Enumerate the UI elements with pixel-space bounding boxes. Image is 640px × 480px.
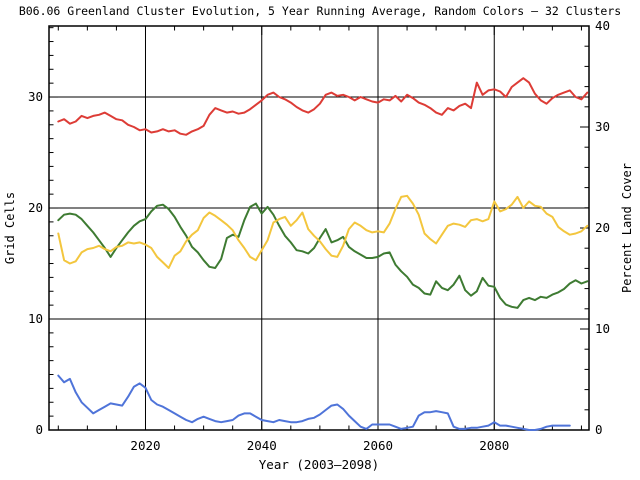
x-tick-label: 2080 <box>479 438 509 453</box>
vertical-gridlines <box>144 26 495 430</box>
chart-title: B06.06 Greenland Cluster Evolution, 5 Ye… <box>18 4 622 18</box>
y-right-tick-label: 40 <box>595 18 610 33</box>
x-tick-label: 2060 <box>363 438 393 453</box>
y-axis-left-ticks <box>49 27 58 431</box>
series-red-cluster-line <box>57 77 589 136</box>
y-left-tick-label: 0 <box>35 422 43 437</box>
y-left-tick-label: 10 <box>28 311 43 326</box>
series-blue-cluster-line <box>57 374 571 431</box>
x-tick-label: 2040 <box>247 438 277 453</box>
series-green-cluster-line <box>57 202 589 309</box>
tick-labels: 2020 2040 2060 2080 0 10 20 30 0 10 20 30 40 <box>28 18 610 453</box>
series-gold-cluster-line <box>57 194 589 269</box>
x-tick-label: 2020 <box>130 438 160 453</box>
y-right-tick-label: 20 <box>595 220 610 235</box>
y-right-tick-label: 30 <box>595 119 610 134</box>
y-right-tick-label: 10 <box>595 321 610 336</box>
y-left-tick-label: 20 <box>28 200 43 215</box>
x-axis-label: Year (2003–2098) <box>258 457 380 472</box>
axis-frame <box>48 25 590 431</box>
x-axis-ticks <box>57 26 582 430</box>
y-right-tick-label: 0 <box>595 422 603 437</box>
y-left-tick-label: 30 <box>28 89 43 104</box>
